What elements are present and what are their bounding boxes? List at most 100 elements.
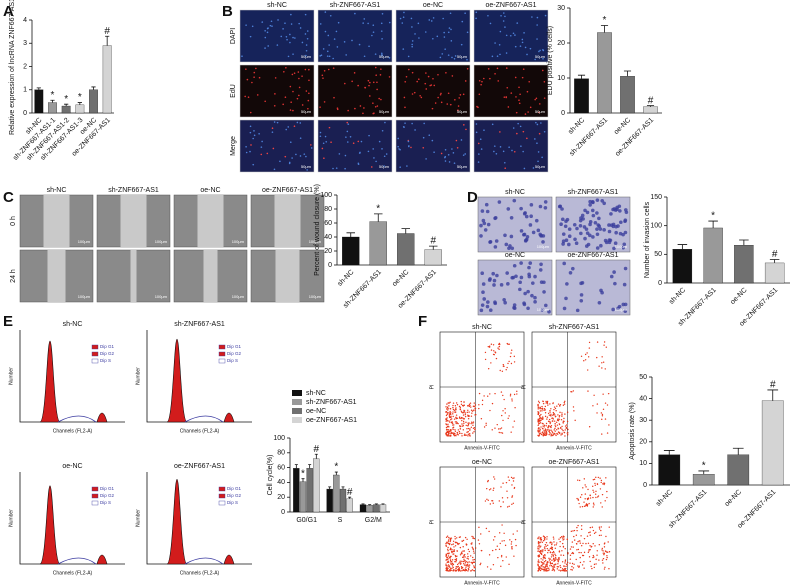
event-dot bbox=[510, 352, 512, 354]
cell-stain bbox=[523, 291, 527, 296]
cell-dot bbox=[499, 146, 502, 148]
cell-dot bbox=[449, 103, 452, 106]
event-dot bbox=[594, 484, 596, 487]
cell-stain bbox=[562, 261, 567, 266]
event-dot bbox=[566, 424, 568, 426]
cell-dot bbox=[293, 125, 296, 128]
event-dot bbox=[603, 482, 606, 485]
event-dot bbox=[575, 543, 578, 545]
event-dot bbox=[456, 404, 459, 406]
event-dot bbox=[601, 547, 604, 550]
transwell-image bbox=[555, 259, 631, 316]
event-dot bbox=[581, 564, 584, 566]
event-dot bbox=[596, 341, 599, 343]
event-dot bbox=[473, 570, 476, 572]
event-dot bbox=[555, 554, 557, 557]
event-dot bbox=[449, 421, 451, 423]
cell-dot bbox=[245, 24, 247, 26]
panel-label: A bbox=[3, 3, 14, 20]
event-dot bbox=[550, 564, 553, 567]
event-dot bbox=[453, 432, 456, 434]
cell-dot bbox=[374, 66, 377, 69]
cell-dot bbox=[376, 81, 378, 84]
event-dot bbox=[551, 548, 553, 550]
event-dot bbox=[464, 562, 467, 564]
event-dot bbox=[561, 413, 563, 416]
cell-dot bbox=[402, 16, 405, 18]
error-bar bbox=[368, 504, 372, 506]
event-dot bbox=[464, 415, 467, 418]
event-dot bbox=[510, 543, 512, 545]
event-dot bbox=[563, 565, 565, 567]
cell-stain bbox=[579, 298, 584, 303]
event-dot bbox=[596, 554, 598, 556]
event-dot bbox=[588, 502, 590, 505]
cell-stain bbox=[529, 214, 533, 218]
event-dot bbox=[561, 568, 564, 570]
cell-dot bbox=[503, 96, 506, 98]
cell-dot bbox=[483, 77, 485, 80]
event-dot bbox=[447, 558, 449, 560]
cell-dot bbox=[292, 53, 294, 55]
cell-stain bbox=[493, 300, 497, 304]
cell-dot bbox=[538, 132, 541, 135]
cell-dot bbox=[351, 80, 353, 83]
cell-dot bbox=[505, 67, 508, 69]
event-dot bbox=[553, 406, 556, 408]
cell-dot bbox=[335, 167, 338, 169]
cell-stain bbox=[542, 280, 546, 285]
cell-dot bbox=[245, 151, 248, 154]
event-dot bbox=[511, 495, 514, 497]
cell-dot bbox=[446, 103, 449, 105]
event-dot bbox=[587, 356, 590, 358]
cell-dot bbox=[299, 155, 302, 157]
event-dot bbox=[462, 412, 464, 414]
scale-bar-label: 50μm bbox=[379, 164, 390, 169]
scale-bar-label: 50μm bbox=[301, 109, 312, 114]
cell-stain bbox=[600, 199, 605, 203]
cell-dot bbox=[440, 92, 442, 95]
cell-dot bbox=[305, 155, 307, 158]
event-dot bbox=[489, 409, 491, 412]
cell-dot bbox=[499, 53, 501, 56]
event-dot bbox=[472, 537, 474, 540]
cell-dot bbox=[411, 43, 413, 46]
cell-stain bbox=[511, 275, 516, 280]
event-dot bbox=[555, 558, 557, 560]
event-dot bbox=[494, 427, 496, 429]
event-dot bbox=[544, 537, 546, 539]
bar bbox=[48, 102, 57, 114]
event-dot bbox=[569, 562, 571, 564]
cell-stain bbox=[602, 228, 606, 232]
event-dot bbox=[556, 428, 558, 431]
scale-bar-label: 100μm bbox=[309, 239, 322, 244]
event-dot bbox=[550, 429, 552, 431]
event-dot bbox=[602, 408, 605, 410]
y-tick-label: 30 bbox=[557, 5, 565, 12]
event-dot bbox=[542, 535, 545, 537]
cell-dot bbox=[448, 27, 451, 29]
cell-stain bbox=[542, 290, 546, 294]
event-dot bbox=[561, 412, 563, 414]
cell-stain bbox=[611, 224, 616, 229]
cell-dot bbox=[363, 18, 366, 20]
cell-dot bbox=[503, 161, 506, 164]
error-bar bbox=[663, 450, 675, 455]
cell-stain bbox=[479, 234, 483, 238]
event-dot bbox=[480, 549, 483, 552]
cell-stain bbox=[531, 230, 536, 235]
event-dot bbox=[498, 548, 501, 551]
event-dot bbox=[552, 567, 554, 569]
event-dot bbox=[587, 551, 590, 554]
error-bar bbox=[600, 25, 609, 33]
event-dot bbox=[446, 556, 449, 559]
event-dot bbox=[545, 568, 548, 570]
event-dot bbox=[547, 425, 550, 427]
event-dot bbox=[454, 421, 457, 423]
event-dot bbox=[554, 553, 556, 556]
event-dot bbox=[589, 534, 591, 536]
event-dot bbox=[563, 538, 565, 540]
bar bbox=[597, 32, 612, 114]
event-dot bbox=[474, 404, 477, 406]
event-dot bbox=[552, 420, 554, 422]
